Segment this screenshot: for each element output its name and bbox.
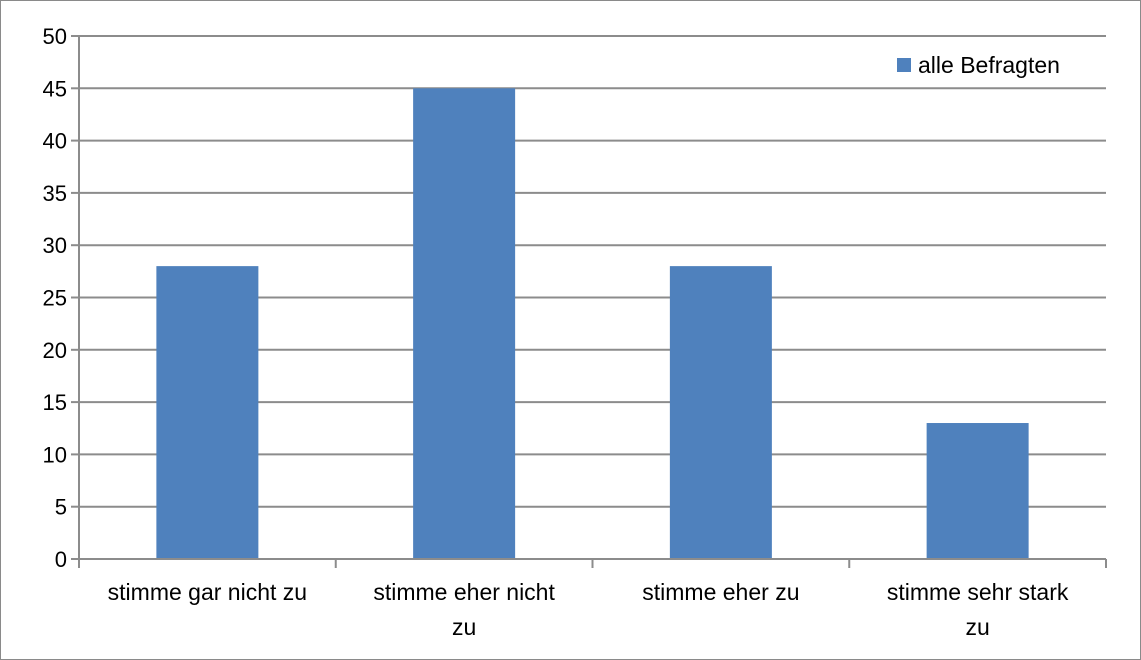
y-tick-label: 50 (43, 24, 67, 49)
y-tick-label: 40 (43, 129, 67, 154)
x-category-label: stimme eher zu (642, 579, 799, 605)
y-axis-ticks: 0 5 10 15 20 25 30 35 40 45 50 (43, 24, 79, 572)
x-category-label: zu (452, 614, 476, 640)
legend: alle Befragten (897, 52, 1060, 78)
y-tick-label: 45 (43, 76, 67, 101)
y-tick-label: 15 (43, 390, 67, 415)
bar (156, 266, 259, 559)
y-tick-label: 20 (43, 338, 67, 363)
y-tick-label: 25 (43, 286, 67, 311)
bars (156, 88, 1029, 560)
bar (413, 88, 516, 560)
axes (71, 36, 1107, 568)
x-category-label: stimme gar nicht zu (108, 579, 307, 605)
y-tick-label: 35 (43, 181, 67, 206)
y-tick-label: 30 (43, 233, 67, 258)
x-category-label: stimme eher nicht (373, 579, 555, 605)
x-axis-labels: stimme gar nicht zu stimme eher nicht zu st… (108, 579, 1069, 640)
y-tick-label: 5 (55, 495, 67, 520)
y-tick-label: 10 (43, 442, 67, 467)
bar (926, 423, 1029, 559)
x-category-label: zu (965, 614, 989, 640)
legend-label: alle Befragten (918, 52, 1060, 78)
x-category-label: stimme sehr stark (887, 579, 1069, 605)
y-tick-label: 0 (55, 547, 67, 572)
legend-swatch (897, 58, 911, 72)
bar (669, 266, 772, 559)
